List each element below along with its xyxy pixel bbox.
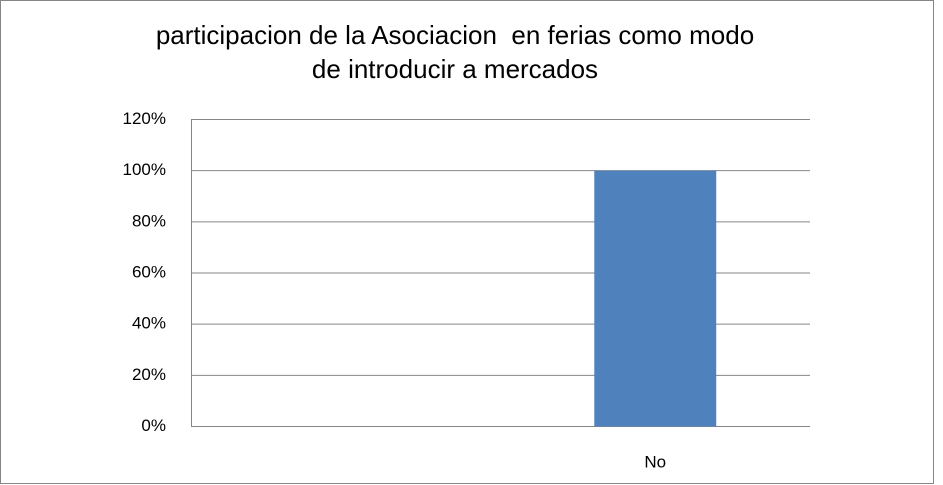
y-tick-label: 40% (132, 314, 166, 333)
y-tick-label: 0% (141, 416, 166, 435)
y-tick-label: 20% (132, 365, 166, 384)
y-tick-label: 60% (132, 262, 166, 281)
x-tick-label: No (644, 452, 666, 471)
chart-title: participacion de la Asociacion en ferias… (155, 20, 755, 84)
bar (594, 170, 717, 427)
y-tick-label: 80% (132, 211, 166, 230)
y-tick-label: 100% (123, 160, 166, 179)
y-tick-label: 120% (123, 109, 166, 128)
